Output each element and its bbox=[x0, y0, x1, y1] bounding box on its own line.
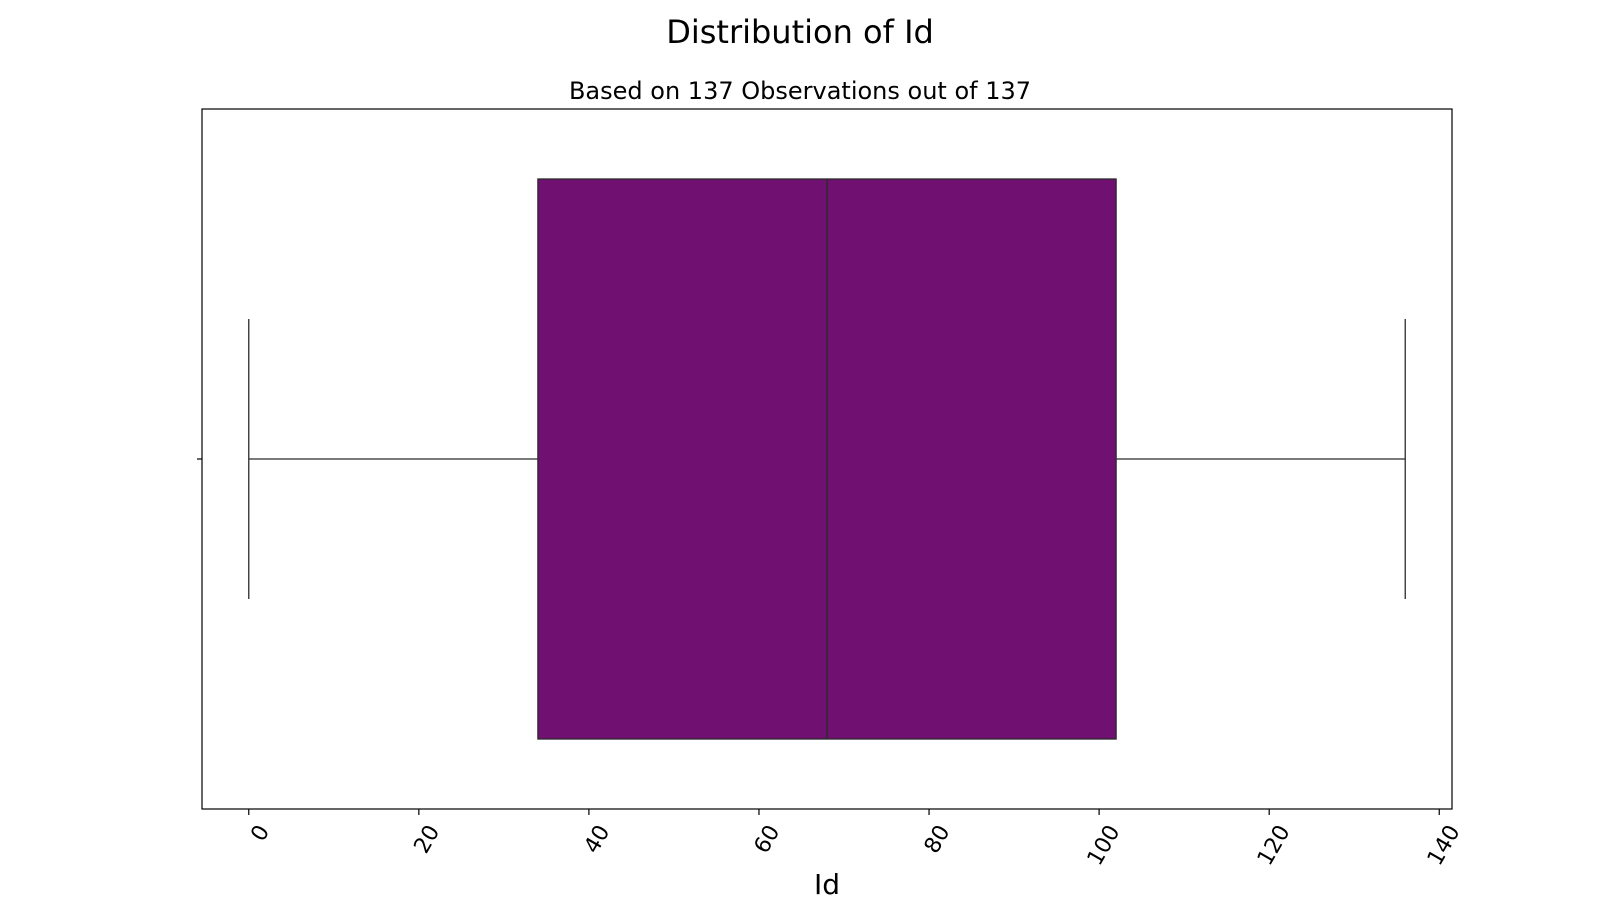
x-axis-label: Id bbox=[814, 868, 840, 900]
chart-title: Distribution of Id bbox=[666, 13, 934, 51]
x-tick-label: 0 bbox=[246, 821, 275, 846]
x-tick-label: 100 bbox=[1083, 821, 1126, 870]
boxplot bbox=[248, 178, 1406, 740]
x-tick-label: 60 bbox=[750, 821, 786, 858]
x-axis: 0 20 40 60 80 100 120 140 bbox=[246, 809, 1466, 870]
x-tick-label: 40 bbox=[580, 821, 616, 858]
x-tick-label: 140 bbox=[1423, 821, 1466, 870]
x-tick-label: 80 bbox=[920, 821, 956, 858]
x-tick-label: 120 bbox=[1253, 821, 1296, 870]
chart-subtitle: Based on 137 Observations out of 137 bbox=[568, 77, 1032, 105]
x-tick-label: 20 bbox=[410, 821, 446, 858]
